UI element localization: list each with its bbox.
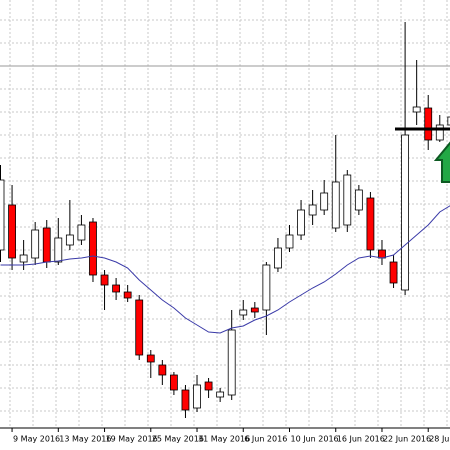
x-tick-label: 6 Jun 2016 xyxy=(244,435,287,444)
candle-body xyxy=(447,116,450,126)
candle-body xyxy=(65,234,74,246)
candle-body xyxy=(135,299,144,356)
up-arrow xyxy=(433,141,450,183)
candle-body xyxy=(204,381,213,391)
candle-body xyxy=(274,247,282,269)
candle-body xyxy=(366,197,375,251)
x-tick-label: 9 May 2016 xyxy=(13,435,60,444)
candle-body xyxy=(262,264,271,311)
candle-body xyxy=(412,106,421,113)
candle-body xyxy=(343,174,352,226)
candle-body xyxy=(424,107,433,141)
candle-body xyxy=(297,209,305,236)
candle-body xyxy=(0,179,5,251)
x-tick-label: 31 May 2016 xyxy=(198,435,250,444)
candle-body xyxy=(331,181,340,229)
candle-body xyxy=(239,309,248,316)
x-tick-label: 19 May 2016 xyxy=(106,435,158,444)
candle-body xyxy=(100,274,109,286)
candle-body xyxy=(389,261,398,284)
x-tick-label: 10 Jun 2016 xyxy=(291,435,339,444)
candle-body xyxy=(146,354,155,363)
candle-body xyxy=(308,204,317,216)
candle-body xyxy=(112,284,120,293)
x-tick-label: 13 May 2016 xyxy=(59,435,111,444)
candle-body xyxy=(8,204,16,259)
candle-body xyxy=(54,237,63,263)
candle-body xyxy=(31,229,40,259)
candle-body xyxy=(123,291,132,299)
candle-body xyxy=(401,134,410,291)
x-tick-label: 16 Jun 2016 xyxy=(337,435,385,444)
candle-body xyxy=(89,221,97,276)
candle-body xyxy=(169,374,178,391)
candle-body xyxy=(250,307,259,313)
candle-body xyxy=(354,189,363,211)
candle-body xyxy=(77,224,86,241)
candle-body xyxy=(378,249,386,259)
moving-average xyxy=(0,205,450,334)
candle-body xyxy=(19,254,28,263)
candle-body xyxy=(158,364,167,376)
candle-body xyxy=(320,192,329,211)
candle-body xyxy=(285,234,294,249)
candle-body xyxy=(435,124,444,141)
candle-body xyxy=(216,391,225,398)
x-tick-label: 25 May 2016 xyxy=(152,435,204,444)
candle-body xyxy=(227,329,236,396)
x-tick-label: 22 Jun 2016 xyxy=(383,435,431,444)
candle-body xyxy=(181,389,190,411)
candle-body xyxy=(42,227,51,263)
plot xyxy=(0,22,450,418)
x-tick-label: 28 Jun 2016 xyxy=(429,435,450,444)
candle-body xyxy=(193,384,201,409)
